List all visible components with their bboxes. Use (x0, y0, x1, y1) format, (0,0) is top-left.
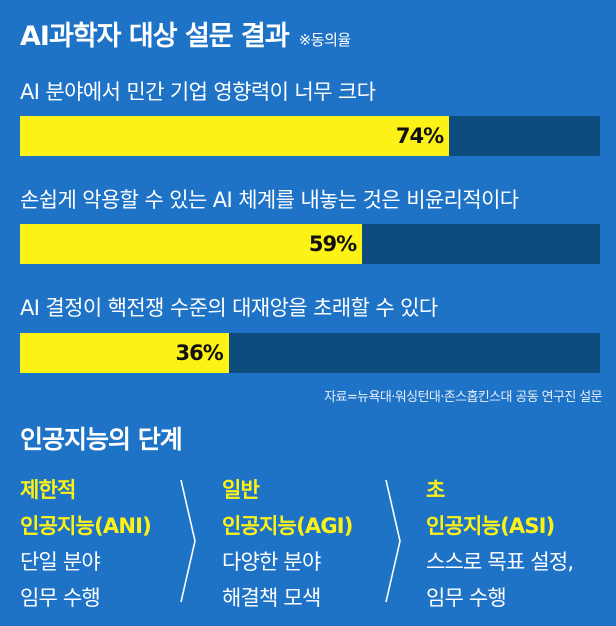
chart-title: AI과학자 대상 설문 결과 (20, 21, 290, 52)
stage-asi: 초 인공지능(ASI) 스스로 목표 설정, 임무 수행 (426, 472, 574, 616)
chart-header: AI과학자 대상 설문 결과 ※동의율 (20, 14, 351, 53)
stage-ani: 제한적 인공지능(ANI) 단일 분야 임무 수행 (20, 472, 152, 616)
bar-track-2: 59% (20, 224, 600, 264)
stage-level: 일반 (222, 478, 260, 502)
bar-2 (20, 224, 363, 264)
stage-desc: 임무 수행 (426, 586, 507, 610)
stage-level: 제한적 (20, 478, 76, 502)
stage-agi: 일반 인공지능(AGI) 다양한 분야 해결책 모색 (222, 472, 353, 616)
bar-category-label-2: 손쉽게 악용할 수 있는 AI 체계를 내놓는 것은 비윤리적이다 (20, 188, 519, 212)
stage-desc: 단일 분야 (20, 550, 101, 574)
bar-value-label-1: 74% (395, 124, 444, 148)
chart-note: ※동의율 (298, 31, 351, 49)
source-note: 자료=뉴욕대·워싱턴대·존스홉킨스대 공동 연구진 설문 (324, 390, 602, 405)
bar-value-label-2: 59% (308, 232, 357, 256)
stage-name: 인공지능(ASI) (426, 514, 555, 538)
stage-level: 초 (426, 478, 445, 502)
bar-category-label-1: AI 분야에서 민간 기업 영향력이 너무 크다 (20, 80, 376, 104)
chevron-right-icon (180, 479, 196, 603)
stages-title: 인공지능의 단계 (20, 425, 183, 454)
bar-track-1: 74% (20, 116, 600, 156)
stage-desc: 임무 수행 (20, 586, 101, 610)
stage-desc: 해결책 모색 (222, 586, 321, 610)
bar-1 (20, 116, 450, 156)
bar-value-label-3: 36% (175, 341, 224, 365)
stage-desc: 다양한 분야 (222, 550, 321, 574)
bar-category-label-3: AI 결정이 핵전쟁 수준의 대재앙을 초래할 수 있다 (20, 296, 438, 320)
bar-track-3: 36% (20, 333, 600, 373)
bar-3 (20, 333, 229, 373)
chevron-right-icon (385, 479, 401, 603)
stage-name: 인공지능(ANI) (20, 514, 152, 538)
stage-desc: 스스로 목표 설정, (426, 550, 574, 574)
stage-name: 인공지능(AGI) (222, 514, 353, 538)
